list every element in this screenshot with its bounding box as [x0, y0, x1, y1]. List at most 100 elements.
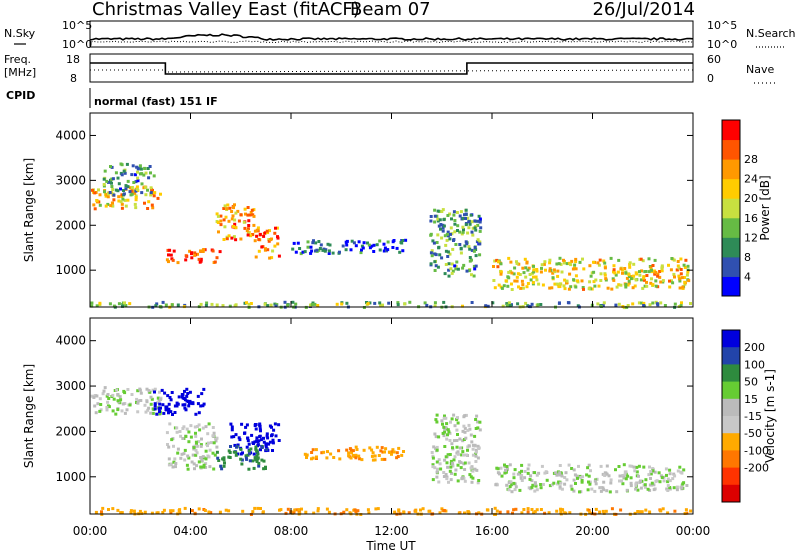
heatmap-cell: [156, 196, 160, 200]
heatmap-cell: [349, 248, 353, 252]
heatmap-cell: [196, 394, 200, 398]
heatmap-cell: [461, 230, 465, 234]
heatmap-cell: [559, 510, 563, 514]
heatmap-cell: [535, 488, 539, 492]
heatmap-cell: [658, 275, 662, 279]
heatmap-cell: [478, 253, 482, 257]
heatmap-cell: [467, 423, 471, 427]
heatmap-cell: [474, 228, 478, 232]
heatmap-cell: [327, 252, 331, 255]
heatmap-cell: [193, 425, 197, 429]
heatmap-cell: [347, 451, 351, 455]
heatmap-cell: [630, 464, 634, 468]
heatmap-cell: [345, 448, 349, 452]
heatmap-cell: [478, 217, 482, 221]
heatmap-cell: [414, 509, 418, 513]
heatmap-cell: [219, 223, 223, 227]
heatmap-cell: [202, 465, 206, 469]
colorbar-swatch: [722, 467, 740, 486]
heatmap-cell: [512, 272, 516, 276]
heatmap-cell: [199, 257, 203, 261]
power-heatmap: [90, 162, 692, 310]
colorbar-tick-label: 24: [744, 173, 758, 186]
heatmap-cell: [689, 509, 693, 513]
heatmap-cell: [460, 232, 464, 236]
heatmap-cell: [154, 304, 158, 308]
heatmap-cell: [570, 259, 574, 263]
heatmap-cell: [277, 254, 281, 258]
heatmap-cell: [603, 266, 607, 270]
heatmap-cell: [352, 454, 356, 458]
heatmap-cell: [255, 449, 259, 453]
heatmap-cell: [179, 456, 183, 460]
heatmap-cell: [647, 270, 651, 274]
heatmap-cell: [467, 461, 471, 465]
heatmap-cell: [623, 470, 627, 474]
heatmap-cell: [615, 490, 619, 494]
heatmap-cell: [652, 483, 656, 487]
heatmap-cell: [508, 485, 512, 489]
heatmap-cell: [520, 463, 524, 467]
heatmap-cell: [548, 258, 552, 262]
heatmap-cell: [312, 239, 315, 243]
colorbar-swatch: [722, 347, 740, 365]
heatmap-cell: [632, 465, 636, 469]
heatmap-cell: [110, 181, 113, 185]
heatmap-cell: [550, 286, 554, 290]
heatmap-cell: [211, 249, 215, 253]
heatmap-cell: [158, 412, 162, 416]
heatmap-cell: [429, 262, 433, 266]
nave-tick-top: 60: [707, 53, 721, 66]
heatmap-cell: [267, 239, 271, 243]
heatmap-cell: [145, 400, 149, 404]
heatmap-cell: [622, 463, 626, 467]
heatmap-cell: [311, 241, 315, 245]
heatmap-cell: [110, 165, 114, 169]
heatmap-cell: [111, 507, 115, 511]
heatmap-cell: [153, 390, 156, 394]
heatmap-cell: [461, 216, 465, 220]
heatmap-cell: [548, 269, 552, 273]
heatmap-cell: [106, 195, 110, 199]
heatmap-cell: [129, 509, 133, 513]
heatmap-cell: [299, 252, 303, 256]
heatmap-cell: [93, 191, 97, 195]
heatmap-cell: [169, 462, 173, 466]
heatmap-cell: [472, 274, 476, 278]
heatmap-cell: [543, 260, 547, 264]
heatmap-cell: [139, 391, 143, 395]
heatmap-cell: [239, 452, 243, 456]
heatmap-cell: [256, 506, 260, 510]
heatmap-cell: [166, 248, 170, 252]
heatmap-cell: [437, 435, 441, 439]
heatmap-cell: [618, 479, 621, 483]
heatmap-cell: [232, 235, 236, 239]
heatmap-cell: [567, 301, 571, 305]
heatmap-cell: [448, 469, 452, 473]
heatmap-cell: [609, 256, 613, 260]
heatmap-cell: [597, 284, 601, 288]
heatmap-cell: [515, 279, 519, 283]
heatmap-cell: [588, 482, 592, 486]
heatmap-cell: [478, 220, 482, 224]
heatmap-cell: [91, 188, 94, 192]
heatmap-cell: [175, 426, 179, 430]
heatmap-cell: [251, 233, 255, 237]
heatmap-cell: [456, 421, 460, 425]
heatmap-cell: [194, 448, 198, 452]
heatmap-cell: [434, 447, 438, 450]
heatmap-cell: [535, 508, 539, 512]
heatmap-cell: [260, 446, 264, 449]
heatmap-cell: [230, 236, 234, 240]
heatmap-cell: [122, 192, 126, 196]
heatmap-cell: [246, 227, 250, 231]
heatmap-cell: [258, 435, 262, 439]
heatmap-cell: [233, 203, 236, 207]
heatmap-cell: [446, 250, 450, 254]
heatmap-cell: [204, 457, 208, 461]
heatmap-cell: [199, 456, 203, 459]
heatmap-cell: [247, 219, 251, 223]
heatmap-cell: [440, 236, 444, 240]
heatmap-cell: [143, 403, 147, 407]
heatmap-cell: [620, 479, 624, 483]
